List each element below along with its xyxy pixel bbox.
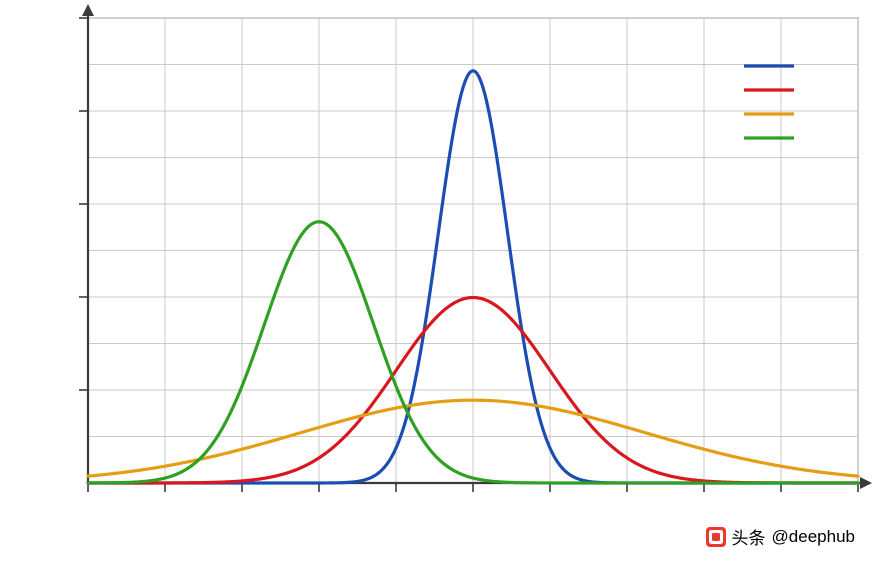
toutiao-icon [706,527,726,547]
chart-svg [0,0,875,559]
x-axis-arrow-icon [860,477,872,489]
watermark-handle: @deephub [772,527,855,547]
y-axis-arrow-icon [82,4,94,16]
watermark-prefix: 头条 [732,524,766,549]
watermark: 头条 @deephub [706,524,855,549]
chart-container [0,0,875,559]
